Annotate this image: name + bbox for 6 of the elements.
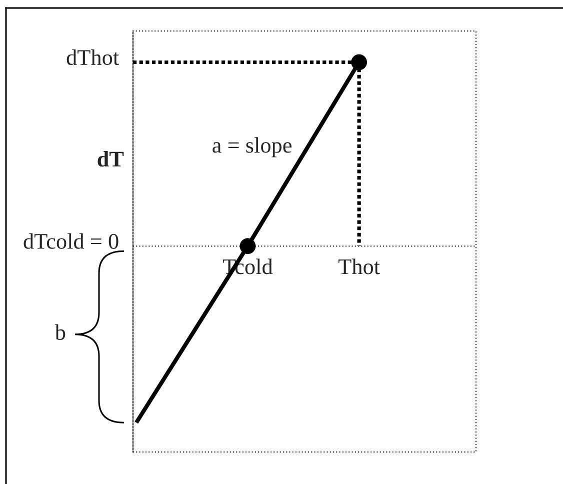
y-axis-title: dT [98, 151, 124, 167]
text: b [54, 324, 66, 340]
x-tick-label: Thot [338, 258, 380, 274]
annotation: a = slope [212, 137, 292, 158]
ref-line-label: dTcold = 0 [24, 233, 118, 249]
ref-line-label: dThot [66, 49, 119, 66]
